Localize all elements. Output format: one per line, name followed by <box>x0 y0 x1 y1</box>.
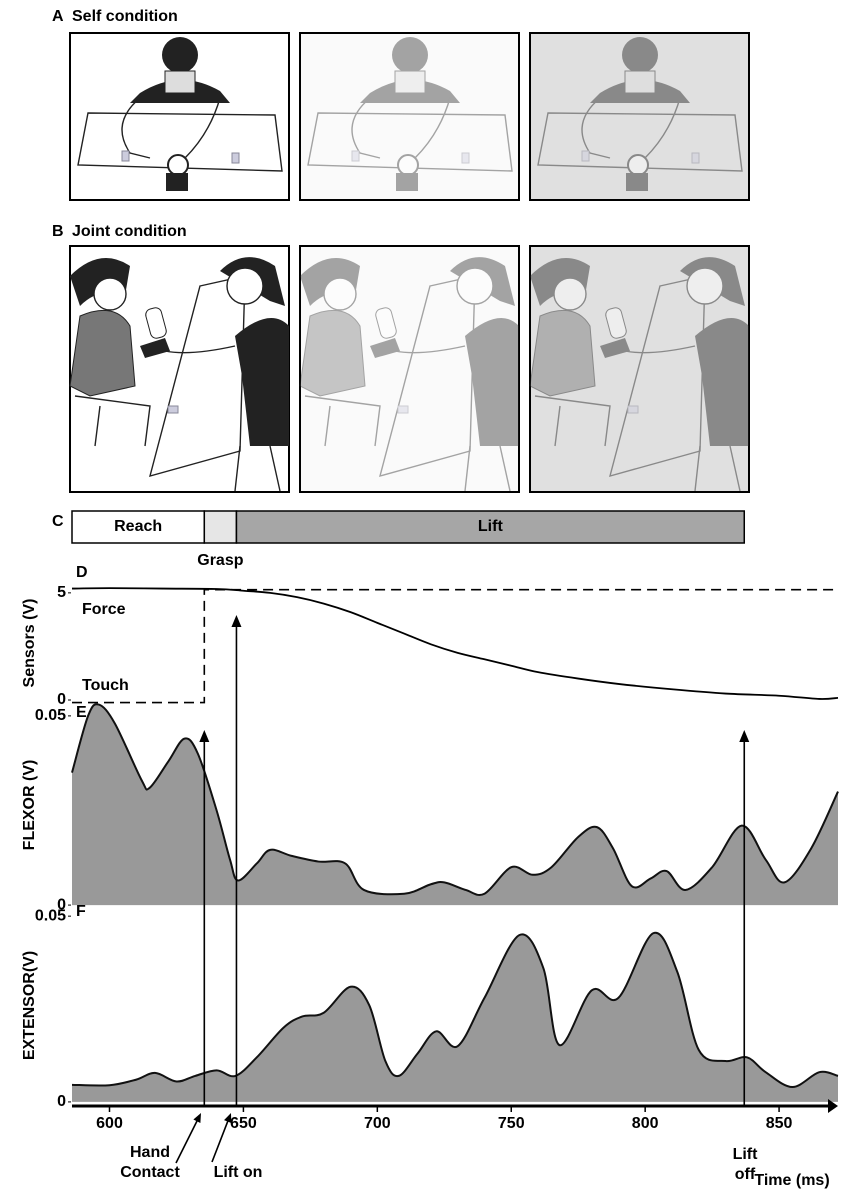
y-tick-label: 0.05 <box>35 907 66 924</box>
y-axis-label: FLEXOR (V) <box>21 760 38 851</box>
y-tick-label: 0 <box>57 691 66 708</box>
x-tick-label: 800 <box>632 1115 659 1132</box>
y-tick-label: 0.05 <box>35 707 66 724</box>
event-arrowhead <box>231 615 241 627</box>
panel-letter: C <box>52 513 64 530</box>
label-pointer <box>176 1118 198 1163</box>
series-name: Force <box>82 601 126 618</box>
x-tick-label: 750 <box>498 1115 525 1132</box>
x-tick-label: 850 <box>766 1115 793 1132</box>
y-axis-label: EXTENSOR(V) <box>21 951 38 1060</box>
event-arrowhead <box>199 730 209 742</box>
event-label: Hand <box>130 1144 170 1161</box>
event-label: off <box>735 1166 756 1183</box>
event-label: Contact <box>120 1164 180 1181</box>
figure: A Self condition B Joint condition C Rea… <box>0 0 846 1192</box>
panel-title: Self condition <box>72 8 178 25</box>
x-tick-label: 650 <box>230 1115 257 1132</box>
panel-title: Joint condition <box>72 223 187 240</box>
area <box>72 704 838 905</box>
x-tick-label: 600 <box>96 1115 123 1132</box>
panel-letter: E <box>76 704 87 721</box>
phase-label: Lift <box>478 518 504 535</box>
panel-letter: F <box>76 903 86 920</box>
label-pointer-head <box>224 1113 231 1123</box>
event-label: Lift on <box>214 1164 263 1181</box>
series-line <box>72 590 838 703</box>
x-axis-label: Time (ms) <box>754 1172 829 1189</box>
event-arrowhead <box>739 730 749 742</box>
label-pointer <box>212 1119 229 1162</box>
y-axis-label: Sensors (V) <box>21 599 38 688</box>
page: A Self condition B Joint condition C Rea… <box>0 0 846 1192</box>
series-name: Touch <box>82 677 129 694</box>
area <box>72 933 838 1102</box>
panel-letter: B <box>52 223 64 240</box>
panel-letter: A <box>52 8 64 25</box>
x-tick-label: 700 <box>364 1115 391 1132</box>
phase-label: Reach <box>114 518 162 535</box>
y-tick-label: 0 <box>57 1093 66 1110</box>
event-label: Lift <box>733 1146 759 1163</box>
panel-letter: D <box>76 564 88 581</box>
phase-bar <box>204 511 236 543</box>
y-tick-label: 5 <box>57 584 66 601</box>
series-line <box>72 588 838 699</box>
phase-label: Grasp <box>197 552 243 569</box>
